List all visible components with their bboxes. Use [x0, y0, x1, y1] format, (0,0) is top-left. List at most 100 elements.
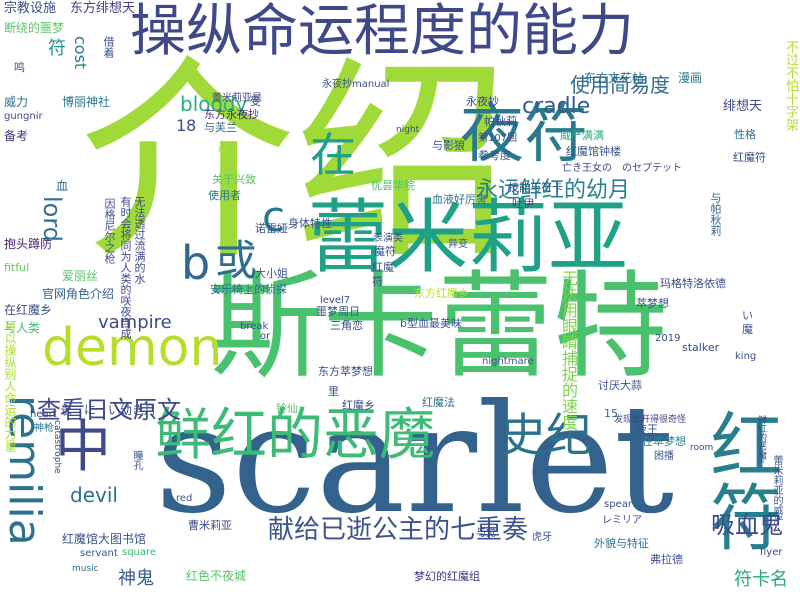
- word-hisoutensoku: 东方绯想天: [70, 1, 136, 16]
- word-ma: 魔: [742, 323, 753, 336]
- word-king: king: [735, 351, 757, 362]
- word-cross: 不过不怕十字架: [783, 40, 798, 131]
- word-alice: 爱丽丝: [62, 269, 99, 283]
- word-blood-amazing: 血液好厉害: [432, 193, 487, 206]
- word-cost: cost: [71, 36, 90, 70]
- word-water: 无法透过流满的水: [133, 196, 146, 284]
- word-eiya-manual: 永夜抄manual: [322, 79, 390, 90]
- word-patchouli: 帕秋莉: [484, 115, 517, 128]
- word-red: red: [176, 493, 193, 504]
- word-dignity: 蕾米莉亚的威严: [771, 455, 782, 525]
- word-manga: 漫画: [678, 71, 703, 85]
- word-remilia-is: 蕾米莉亚是: [212, 93, 262, 104]
- word-2019: 2019: [655, 333, 681, 344]
- word-trapped: 困播: [654, 451, 674, 462]
- word-fitful: fitful: [4, 261, 30, 274]
- word-in-suimusou: 在萃梦想: [642, 435, 686, 448]
- word-bunkacho: 东方文花帖: [584, 71, 645, 85]
- word-god-demon: 神鬼: [118, 568, 154, 589]
- word-body-trait: 身体特性: [288, 217, 332, 230]
- word-b: b: [181, 236, 211, 290]
- word-c: c: [262, 192, 286, 241]
- word-night-king: 夜王: [636, 423, 658, 436]
- word-eternal-moon: 永远鲜红的幼月: [476, 178, 631, 203]
- word-catastrophe: catastrophe: [52, 420, 62, 474]
- word-break: break: [240, 321, 269, 332]
- word-gungnir: gungnir: [4, 111, 43, 122]
- word-with-patchy: 与帕秋莉: [709, 192, 722, 236]
- word-servant: servant: [80, 548, 118, 559]
- word-or: 或: [215, 236, 258, 285]
- word-107: 第107回: [478, 133, 518, 144]
- word-zhong: 中: [55, 415, 111, 480]
- word-love-triangle: 三角恋: [330, 319, 363, 332]
- word-with-satori: 与觉: [476, 528, 496, 539]
- word-with-kagerou: 与影狼: [432, 139, 465, 152]
- word-card-name: 符卡名: [734, 569, 788, 590]
- word-power: 威力: [4, 95, 29, 109]
- word-devil: devil: [70, 483, 118, 507]
- word-cradle: cradle: [522, 94, 591, 119]
- word-interest: 关于兴致: [212, 173, 256, 186]
- word-user: 使用者: [208, 189, 241, 202]
- word-armchair: 安乐椅上的侦探: [210, 283, 287, 296]
- word-fu-small: 符: [372, 275, 383, 288]
- word-dignity-full: 威严满满: [560, 129, 604, 142]
- word-remilia: remilia: [0, 395, 50, 546]
- word-or-en: or: [260, 331, 271, 342]
- word-demon: demon: [42, 318, 223, 378]
- word-udonge: 优昙华院: [371, 179, 415, 192]
- word-zai: 在: [310, 128, 356, 182]
- word-divine-spear: 神枪: [34, 423, 54, 434]
- word-septet: 献给已逝公主的七重奏: [268, 515, 529, 545]
- word-remilia-kana: レミリア: [602, 515, 642, 526]
- word-music: music: [72, 564, 99, 574]
- word-heart: heart: [30, 409, 57, 420]
- word-speed: 无法用眼睛捕捉的速度: [559, 270, 578, 430]
- word-fate-ability: 操纵命运程度的能力: [130, 0, 634, 64]
- word-scarlet-castle: 红色不夜城: [186, 569, 247, 583]
- word-stalker: stalker: [682, 341, 720, 354]
- word-koumafu: 红魔符: [733, 151, 766, 164]
- word-incident: 异变: [448, 239, 468, 250]
- word-hakurei: 博丽神社: [62, 95, 111, 109]
- word-official-profile: 官网角色介绍: [42, 287, 115, 301]
- word-eiyashou: 永夜抄: [466, 95, 499, 108]
- word-of: of: [218, 145, 227, 155]
- word-appearance: 外貌与特征: [594, 537, 649, 550]
- word-remarks: 备考: [4, 129, 29, 143]
- word-skills: 技能与符卡: [508, 181, 563, 194]
- word-18: 18: [176, 116, 197, 135]
- word-room: room: [690, 443, 714, 453]
- word-hate-garlic: 讨厌大蒜: [598, 379, 642, 392]
- word-scarlet-devil-tm: 鲜红的恶魔™: [756, 415, 766, 470]
- word-vlad: 弗拉德: [650, 553, 683, 566]
- word-gungnir-spear: 因格尼尔之枪: [103, 198, 116, 264]
- word-eiyashou-full: 东方永夜抄: [204, 108, 259, 121]
- word-spear: spear: [604, 499, 632, 510]
- word-15: 15: [604, 407, 618, 420]
- word-suimusou-full: 东方萃梦想: [318, 365, 373, 378]
- word-young-moon: 永 に い幼き月: [60, 403, 157, 417]
- word-blood: 血: [56, 179, 69, 193]
- word-ease-of-use: 使用简易度: [570, 73, 670, 97]
- word-kouma: 红魔: [372, 261, 394, 274]
- word-night-sign: 夜符: [460, 98, 588, 172]
- word-scarlet-devil: 鲜红的恶魔: [155, 403, 435, 468]
- word-reference: 参考度: [478, 149, 511, 162]
- word-performance: 表演类: [373, 233, 403, 244]
- word-red-sign: 红符: [698, 408, 782, 552]
- word-lord: lord: [38, 196, 66, 243]
- word-magic-sign: 魔符: [374, 245, 396, 258]
- word-uke: 受: [250, 95, 261, 108]
- word-septet-jp: 亡き王女の のセプテット: [562, 163, 682, 174]
- word-in-koumakyou: 在红魔乡: [4, 303, 53, 317]
- word-remilia-cn: 蕾米莉亚: [308, 191, 628, 284]
- word-type-b: b型血最美味: [400, 317, 462, 330]
- word-nightmare-cn: 断绕的噩梦: [4, 21, 65, 35]
- word-with-humans: 与人类: [4, 321, 41, 335]
- word-view-original: 查看日文原文: [37, 396, 181, 424]
- word-remilia-alt: 曹米莉亚: [188, 519, 232, 532]
- word-fate-power: 可以操纵别人命运的力量: [3, 320, 17, 452]
